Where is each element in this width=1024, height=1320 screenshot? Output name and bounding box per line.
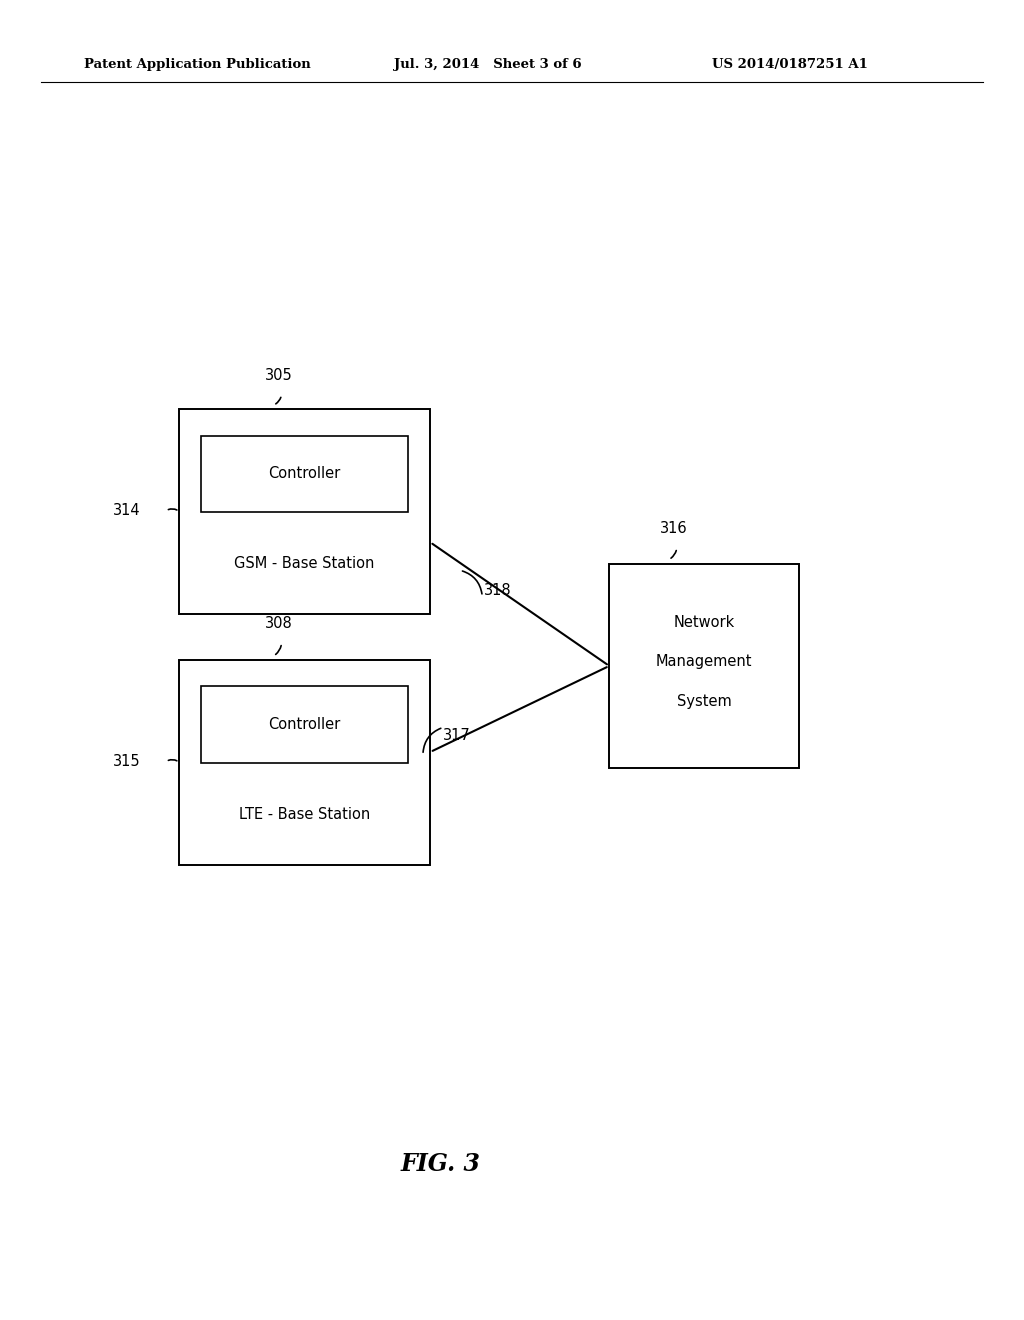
Text: LTE - Base Station: LTE - Base Station	[239, 807, 371, 822]
Text: 318: 318	[484, 582, 512, 598]
Bar	[201, 436, 408, 512]
Bar	[179, 660, 430, 865]
Bar	[201, 686, 408, 763]
Text: Controller: Controller	[268, 466, 340, 482]
Text: US 2014/0187251 A1: US 2014/0187251 A1	[712, 58, 867, 71]
Text: 305: 305	[264, 368, 293, 383]
Text: 308: 308	[264, 616, 293, 631]
Text: Jul. 3, 2014   Sheet 3 of 6: Jul. 3, 2014 Sheet 3 of 6	[394, 58, 582, 71]
Bar	[179, 409, 430, 614]
Text: Network: Network	[674, 615, 734, 630]
Text: System: System	[677, 694, 731, 709]
Text: 316: 316	[660, 521, 687, 536]
Bar	[609, 564, 799, 768]
Text: Patent Application Publication: Patent Application Publication	[84, 58, 310, 71]
Text: Controller: Controller	[268, 717, 340, 733]
Text: 314: 314	[113, 503, 140, 519]
Text: 317: 317	[443, 727, 471, 743]
Text: 315: 315	[113, 754, 140, 770]
Text: FIG. 3: FIG. 3	[400, 1152, 480, 1176]
Text: GSM - Base Station: GSM - Base Station	[234, 556, 375, 572]
Text: Management: Management	[655, 655, 753, 669]
